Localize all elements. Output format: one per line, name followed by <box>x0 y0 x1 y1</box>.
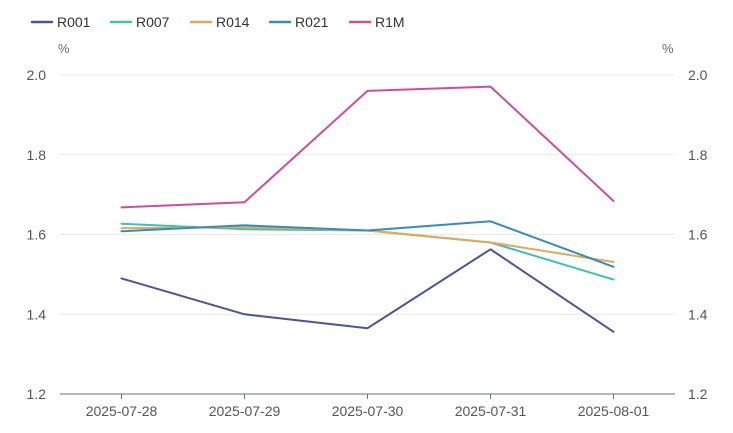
x-tick-label: 2025-08-01 <box>578 403 650 419</box>
series-lines <box>120 85 615 333</box>
left-y-tick-label: 1.6 <box>27 227 47 243</box>
legend-item-r007[interactable]: R007 <box>109 14 170 30</box>
right-y-tick-label: 1.8 <box>688 147 708 163</box>
gridlines <box>60 74 675 395</box>
legend-label: R001 <box>57 14 91 30</box>
x-tick-label: 2025-07-31 <box>455 403 527 419</box>
series-line-r001[interactable] <box>120 248 615 333</box>
legend-item-r021[interactable]: R021 <box>268 14 329 30</box>
legend-label: R1M <box>375 14 405 30</box>
series-line-r007[interactable] <box>120 222 615 281</box>
legend-label: R007 <box>136 14 170 30</box>
left-y-tick-label: 1.8 <box>27 147 47 163</box>
x-tick-label: 2025-07-28 <box>86 403 158 419</box>
legend-item-r014[interactable]: R014 <box>189 14 250 30</box>
left-y-tick-label: 2.0 <box>27 67 47 83</box>
legend-label: R021 <box>295 14 329 30</box>
right-y-tick-label: 1.2 <box>688 386 708 402</box>
series-line-r021[interactable] <box>120 220 615 268</box>
axes: % % 2.0 1.8 1.6 1.4 1.2 2.0 1.8 1.6 1.4 1.2 2025-0… <box>27 41 708 419</box>
right-y-tick-label: 2.0 <box>688 67 708 83</box>
right-y-tick-label: 1.6 <box>688 227 708 243</box>
left-axis-unit: % <box>58 41 70 56</box>
right-axis-unit: % <box>662 41 674 56</box>
x-tick-label: 2025-07-30 <box>332 403 404 419</box>
left-y-tick-label: 1.2 <box>27 386 47 402</box>
left-y-tick-label: 1.4 <box>27 306 47 322</box>
right-y-tick-label: 1.4 <box>688 306 708 322</box>
legend-item-r001[interactable]: R001 <box>30 14 91 30</box>
legend-item-r1m[interactable]: R1M <box>348 14 405 30</box>
series-line-r1m[interactable] <box>120 85 615 209</box>
legend-label: R014 <box>216 14 250 30</box>
legend: R001 R007 R014 R021 R1M <box>30 14 405 30</box>
x-tick-label: 2025-07-29 <box>209 403 281 419</box>
